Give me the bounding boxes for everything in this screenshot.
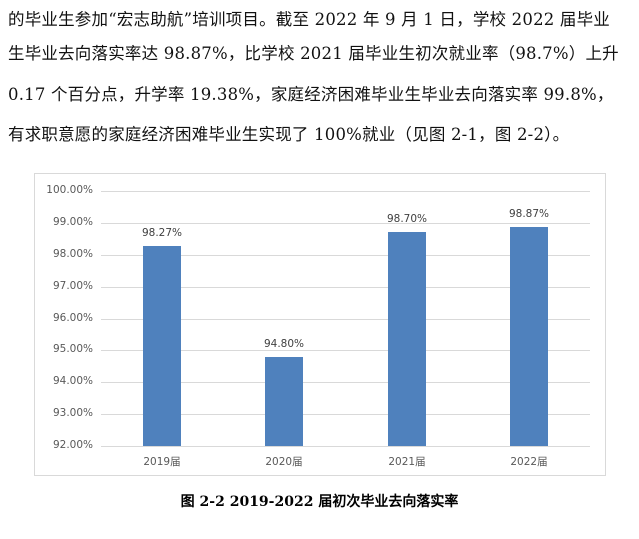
x-axis-tick-label: 2022届	[510, 456, 548, 468]
paragraph-line: 生毕业去向落实率达 98.87%，比学校 2021 届毕业生初次就业率（98.7…	[8, 44, 619, 63]
figure-caption: 图 2-2 2019-2022 届初次毕业去向落实率	[180, 494, 459, 510]
y-axis-tick-label: 95.00%	[52, 343, 93, 355]
gridline	[101, 350, 590, 351]
y-axis-tick-label: 96.00%	[52, 312, 93, 324]
gridline	[101, 382, 590, 383]
paragraph-line: 0.17 个百分点，升学率 19.38%，家庭经济困难毕业生毕业去向落实率 99…	[8, 85, 614, 104]
gridline	[101, 319, 590, 320]
gridline	[101, 414, 590, 415]
y-axis-tick-label: 100.00%	[46, 184, 93, 196]
y-axis-tick-label: 99.00%	[52, 216, 93, 228]
x-axis-tick-label: 2021届	[388, 456, 426, 468]
x-axis-tick-label: 2020届	[265, 456, 303, 468]
paragraph-line: 的毕业生参加“宏志助航”培训项目。截至 2022 年 9 月 1 日，学校 20…	[8, 10, 611, 29]
gridline	[101, 191, 590, 192]
data-label: 98.27%	[141, 227, 183, 239]
x-axis-tick-label: 2019届	[143, 456, 181, 468]
bar	[143, 246, 181, 446]
bar	[510, 227, 548, 446]
y-axis-tick-label: 93.00%	[52, 407, 93, 419]
gridline	[101, 255, 590, 256]
y-axis-tick-label: 92.00%	[52, 439, 93, 451]
data-label: 98.70%	[386, 213, 428, 225]
gridline	[101, 223, 590, 224]
gridline	[101, 287, 590, 288]
y-axis-tick-label: 94.00%	[52, 375, 93, 387]
y-axis-tick-label: 97.00%	[52, 280, 93, 292]
y-axis-tick-label: 98.00%	[52, 248, 93, 260]
data-label: 98.87%	[508, 208, 550, 220]
data-label: 94.80%	[263, 338, 305, 350]
paragraph-line: 有求职意愿的家庭经济困难毕业生实现了 100%就业（见图 2-1，图 2-2）。	[8, 125, 570, 144]
bar	[265, 357, 303, 446]
gridline	[101, 446, 590, 447]
bar	[388, 232, 426, 446]
